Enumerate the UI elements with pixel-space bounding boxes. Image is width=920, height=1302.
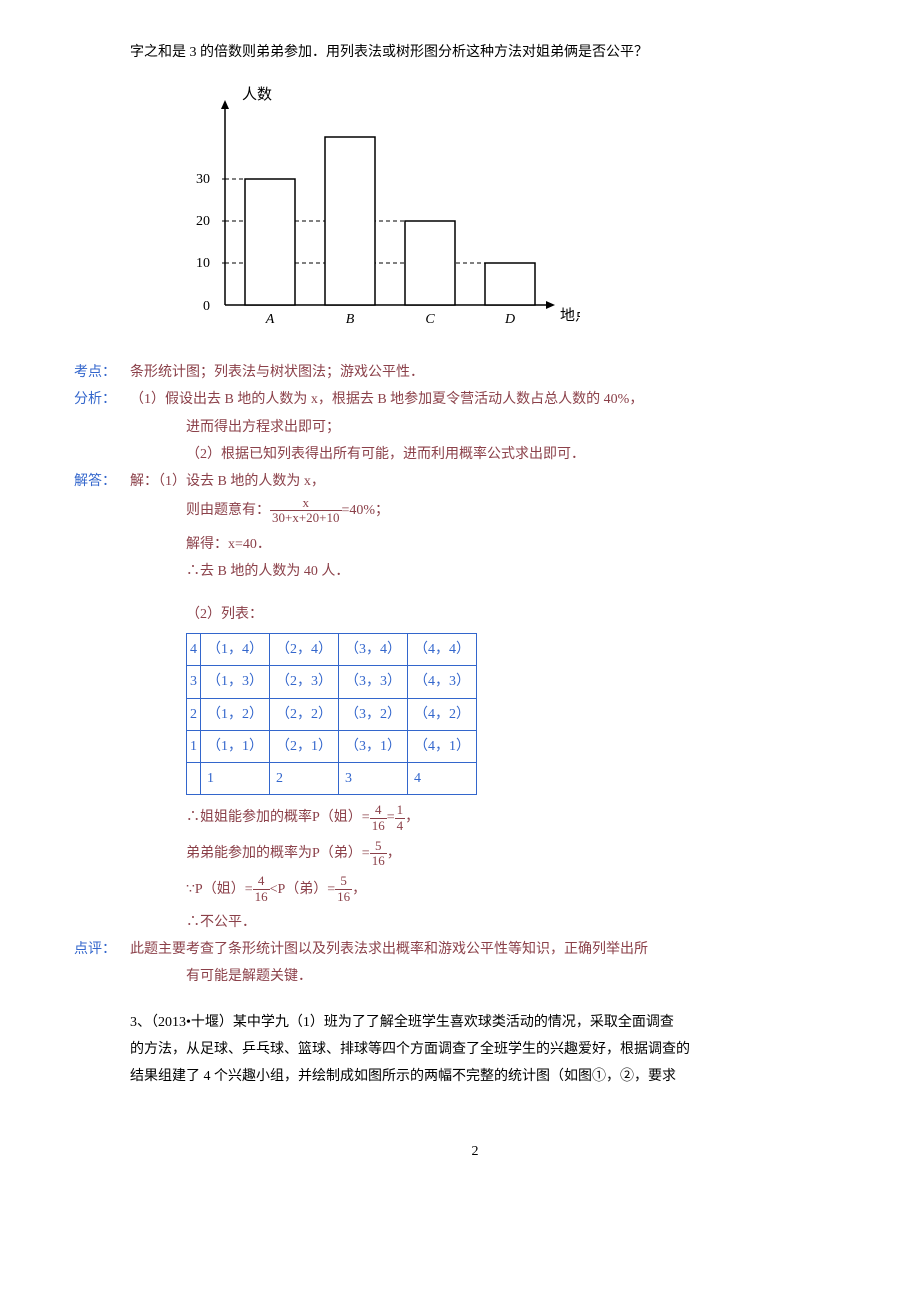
prob-jie-frac1: 4 16 — [370, 803, 387, 833]
table-cell: （4，2） — [408, 698, 477, 730]
svg-text:30: 30 — [196, 172, 210, 187]
compare-suffix: ， — [352, 877, 366, 902]
compare-frac1: 4 16 — [253, 874, 270, 904]
svg-text:10: 10 — [196, 256, 210, 271]
jieda-frac-num: x — [270, 496, 342, 511]
q3-line1: 3、（2013•十堰）某中学九（1）班为了了解全班学生喜欢球类活动的情况，采取全… — [130, 1010, 820, 1035]
table-row: 3 （1，3） （2，3） （3，3） （4，3） — [187, 666, 477, 698]
table-cell: （2，4） — [270, 634, 339, 666]
svg-text:D: D — [504, 312, 515, 327]
row-header: 1 — [187, 730, 201, 762]
table-cell: （1，3） — [201, 666, 270, 698]
dianping-line1: 此题主要考查了条形统计图以及列表法求出概率和游戏公平性等知识，正确列举出所 — [130, 942, 648, 957]
table-row: 1 2 3 4 — [187, 763, 477, 795]
jieda-prefix: 则由题意有： — [186, 498, 270, 523]
row-header — [187, 763, 201, 795]
frac-num: 4 — [370, 803, 387, 818]
frac-den: 16 — [335, 890, 352, 904]
fenxi-line2: 进而得出方程求出即可； — [186, 415, 820, 440]
jieda-row1: 解答：解：（1）设去 B 地的人数为 x， — [130, 469, 820, 494]
row-header: 3 — [187, 666, 201, 698]
row-header: 2 — [187, 698, 201, 730]
intro-text: 字之和是 3 的倍数则弟弟参加．用列表法或树形图分析这种方法对姐弟俩是否公平？ — [130, 40, 820, 65]
table-cell: （4，3） — [408, 666, 477, 698]
probability-table: 4 （1，4） （2，4） （3，4） （4，4） 3 （1，3） （2，3） … — [186, 633, 820, 795]
table-cell: （3，2） — [339, 698, 408, 730]
frac-num: 4 — [253, 874, 270, 889]
jieda-solve: 解得：x=40． — [186, 532, 820, 557]
table-cell: （1，2） — [201, 698, 270, 730]
table-cell: （1，4） — [201, 634, 270, 666]
table-cell: （1，1） — [201, 730, 270, 762]
q3-line3: 结果组建了 4 个兴趣小组，并绘制成如图所示的两幅不完整的统计图（如图①，②，要… — [130, 1064, 820, 1089]
bar-chart: 人数 地点 0 10 20 30 A B C D — [180, 75, 820, 345]
prob-suffix: ， — [405, 805, 419, 830]
prob-compare: ∵P（姐）= 4 16 <P（弟）= 5 16 ， — [186, 874, 820, 904]
prob-di-frac: 5 16 — [370, 839, 387, 869]
table-cell: （4，1） — [408, 730, 477, 762]
frac-num: 1 — [395, 803, 406, 818]
table-row: 1 （1，1） （2，1） （3，1） （4，1） — [187, 730, 477, 762]
fenxi-line1: （1）假设出去 B 地的人数为 x，根据去 B 地参加夏令营活动人数占总人数的 … — [130, 392, 643, 407]
frac-den: 16 — [370, 854, 387, 868]
frac-num: 5 — [370, 839, 387, 854]
compare-frac2: 5 16 — [335, 874, 352, 904]
prob-di-prefix: 弟弟能参加的概率为P（弟）= — [186, 841, 370, 866]
table-cell: 4 — [408, 763, 477, 795]
jieda-conclusion1: ∴去 B 地的人数为 40 人． — [186, 559, 820, 584]
table-row: 2 （1，2） （2，2） （3，2） （4，2） — [187, 698, 477, 730]
table-row: 4 （1，4） （2，4） （3，4） （4，4） — [187, 634, 477, 666]
prob-jie-prefix: ∴姐姐能参加的概率P（姐）= — [186, 805, 370, 830]
jieda-frac-den: 30+x+20+10 — [270, 511, 342, 525]
svg-text:20: 20 — [196, 214, 210, 229]
svg-text:A: A — [265, 312, 275, 327]
frac-num: 5 — [335, 874, 352, 889]
table-cell: （3，4） — [339, 634, 408, 666]
frac-den: 4 — [395, 819, 406, 833]
table-cell: 2 — [270, 763, 339, 795]
compare-mid: <P（弟）= — [270, 877, 336, 902]
table-cell: （2，2） — [270, 698, 339, 730]
kaodian: 考点：条形统计图；列表法与树状图法；游戏公平性． — [130, 360, 820, 385]
table-cell: （4，4） — [408, 634, 477, 666]
svg-text:0: 0 — [203, 299, 210, 314]
svg-text:人数: 人数 — [242, 86, 272, 103]
fenxi-row1: 分析：（1）假设出去 B 地的人数为 x，根据去 B 地参加夏令营活动人数占总人… — [130, 387, 820, 412]
prob-jie-frac2: 1 4 — [395, 803, 406, 833]
jieda-equation: 则由题意有： x 30+x+20+10 =40%； — [186, 496, 820, 526]
prob-suffix: ， — [387, 841, 401, 866]
svg-text:地点: 地点 — [560, 307, 580, 324]
table-cell: 3 — [339, 763, 408, 795]
prob-eq: = — [387, 805, 395, 830]
prob-jie: ∴姐姐能参加的概率P（姐）= 4 16 = 1 4 ， — [186, 803, 820, 833]
kaodian-text: 条形统计图；列表法与树状图法；游戏公平性． — [130, 365, 424, 380]
table-cell: （2，3） — [270, 666, 339, 698]
dianping-line2: 有可能是解题关键． — [186, 964, 820, 989]
compare-prefix: ∵P（姐）= — [186, 877, 253, 902]
table-cell: 1 — [201, 763, 270, 795]
dianping-row1: 点评：此题主要考查了条形统计图以及列表法求出概率和游戏公平性等知识，正确列举出所 — [130, 937, 820, 962]
svg-text:B: B — [346, 312, 355, 327]
svg-text:C: C — [425, 312, 435, 327]
page-number: 2 — [130, 1139, 820, 1164]
jieda-part2-label: （2）列表： — [186, 602, 820, 627]
prob-di: 弟弟能参加的概率为P（弟）= 5 16 ， — [186, 839, 820, 869]
jieda-suffix: =40%； — [342, 498, 390, 523]
q3-line2: 的方法，从足球、乒乓球、篮球、排球等四个方面调查了全班学生的兴趣爱好，根据调查的 — [130, 1037, 820, 1062]
row-header: 4 — [187, 634, 201, 666]
table-cell: （3，1） — [339, 730, 408, 762]
table-cell: （3，3） — [339, 666, 408, 698]
jieda-fraction: x 30+x+20+10 — [270, 496, 342, 526]
frac-den: 16 — [253, 890, 270, 904]
jieda-line1: 解：（1）设去 B 地的人数为 x， — [130, 474, 325, 489]
table-cell: （2，1） — [270, 730, 339, 762]
frac-den: 16 — [370, 819, 387, 833]
fenxi-line3: （2）根据已知列表得出所有可能，进而利用概率公式求出即可． — [186, 442, 820, 467]
conclusion2: ∴不公平． — [186, 910, 820, 935]
